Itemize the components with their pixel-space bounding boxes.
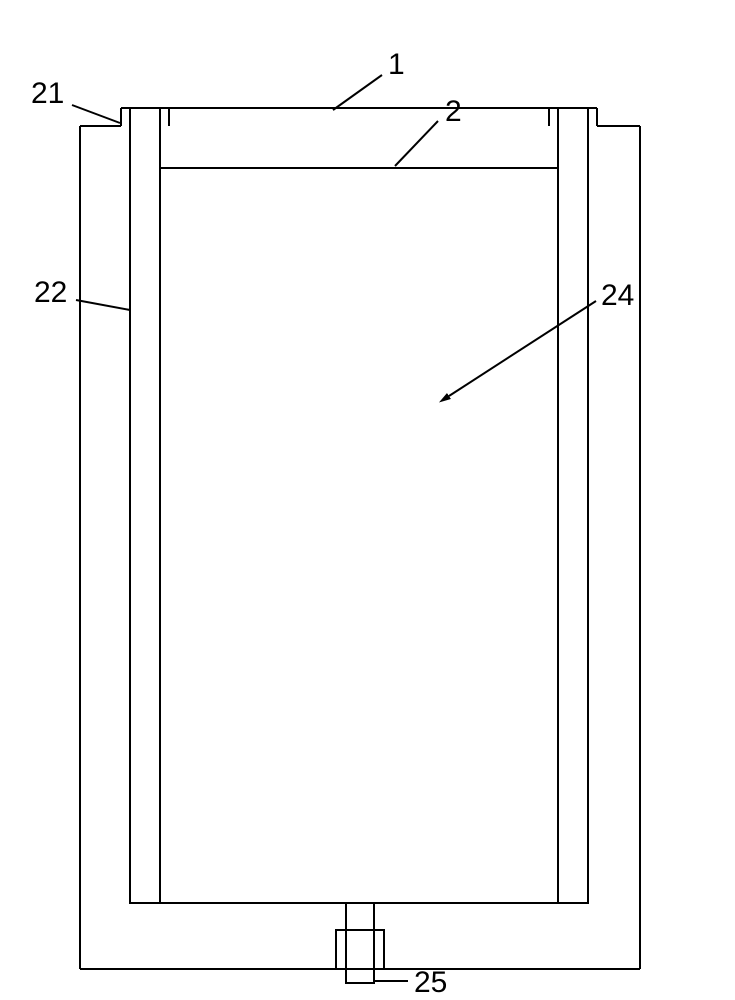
bottom-stem bbox=[346, 903, 374, 983]
callout-label-c25: 25 bbox=[414, 966, 447, 999]
callout-line-c1 bbox=[333, 75, 382, 110]
callout-line-c22 bbox=[76, 300, 130, 310]
diagram-svg: 1 2 21 22 24 25 bbox=[0, 0, 735, 1000]
callout-line-c2 bbox=[395, 121, 438, 166]
bottom-collar bbox=[336, 930, 384, 969]
callout-label-c2: 2 bbox=[445, 95, 462, 128]
callout-label-c1: 1 bbox=[388, 48, 405, 81]
callout-label-c24: 24 bbox=[601, 279, 634, 312]
callout-line-c24 bbox=[449, 301, 596, 396]
callout-line-c21 bbox=[72, 105, 120, 123]
callout-label-c21: 21 bbox=[31, 77, 64, 110]
right-pillar bbox=[558, 108, 588, 903]
left-pillar bbox=[130, 108, 160, 903]
callout-label-c22: 22 bbox=[34, 276, 67, 309]
inner-panel bbox=[160, 168, 558, 903]
